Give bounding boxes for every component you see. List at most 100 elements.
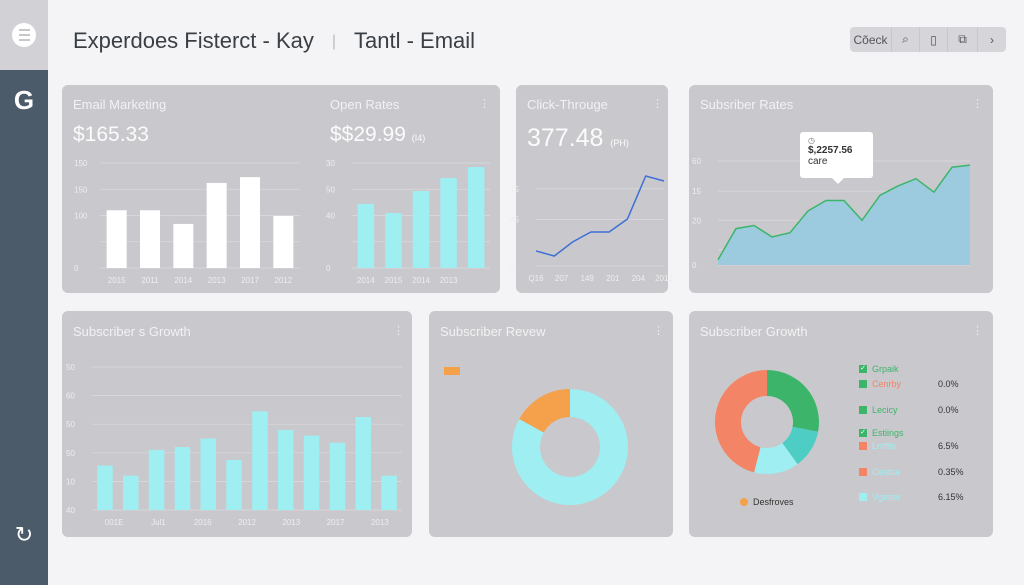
legend-item[interactable]: Lntfits bbox=[859, 441, 896, 451]
y-tick-label: 50 bbox=[66, 449, 75, 458]
bar bbox=[226, 459, 242, 510]
checkbox-icon: ✓ bbox=[859, 429, 867, 437]
bar bbox=[106, 210, 127, 268]
title-left: Experdoes Fisterct - Kay bbox=[73, 28, 314, 53]
x-tick-label: Jul1 bbox=[151, 518, 166, 527]
series-line bbox=[535, 175, 665, 257]
refresh-icon[interactable]: ↻ bbox=[14, 522, 34, 547]
legend-label: Lntfits bbox=[872, 441, 897, 451]
click-title: Click-Througe bbox=[527, 97, 608, 112]
title-right: Tantl - Email bbox=[354, 28, 476, 53]
y-tick-label: 0 bbox=[326, 264, 331, 273]
clipboard-icon[interactable]: ▯ bbox=[920, 27, 948, 52]
legend-label: Cestca bbox=[872, 467, 901, 477]
legend-label: Vgeser bbox=[872, 492, 901, 502]
bar bbox=[355, 417, 371, 510]
y-tick-label: 30 bbox=[326, 159, 335, 168]
x-tick-label: 207 bbox=[555, 274, 569, 283]
menu-icon bbox=[12, 23, 36, 47]
y-tick-label: 0 bbox=[510, 262, 515, 271]
bar bbox=[97, 465, 113, 510]
review-title: Subscriber Revew bbox=[440, 324, 546, 339]
export-icon[interactable]: ⧉ bbox=[948, 27, 978, 52]
donut-slice bbox=[715, 370, 767, 473]
email-title: Email Marketing bbox=[73, 97, 167, 112]
more-icon[interactable]: ⋮ bbox=[972, 98, 983, 110]
legend-percent: 6.15% bbox=[938, 492, 964, 502]
x-tick-label: 2014 bbox=[412, 276, 430, 285]
bar bbox=[278, 429, 294, 510]
growth2-title: Subscriber Growth bbox=[700, 324, 808, 339]
legend-item[interactable]: Lecicy bbox=[859, 405, 898, 415]
legend-item[interactable]: Cenrby bbox=[859, 379, 901, 389]
bar bbox=[385, 213, 402, 268]
toolbar: Cõeck ⌕ ▯ ⧉ › bbox=[850, 27, 1006, 52]
x-tick-label: 149 bbox=[581, 274, 595, 283]
sidebar-menu-button[interactable] bbox=[0, 0, 48, 70]
more-icon[interactable]: ⋮ bbox=[652, 98, 663, 110]
bar bbox=[200, 438, 216, 510]
y-tick-label: 15 bbox=[510, 185, 519, 194]
open-value: $$29.99 (I4) bbox=[330, 123, 426, 146]
bottom-legend: Desfroves bbox=[740, 497, 794, 507]
legend-percent: 0.0% bbox=[938, 379, 959, 389]
y-tick-label: 10 bbox=[66, 477, 75, 486]
x-tick-label: 2014 bbox=[174, 276, 192, 285]
legend-item[interactable]: ✓ Estiings bbox=[859, 428, 904, 438]
more-icon[interactable]: ⋮ bbox=[393, 325, 404, 337]
legend-item[interactable]: ✓ Grpaik bbox=[859, 364, 899, 374]
subgrowth-title: Subscriber s Growth bbox=[73, 324, 191, 339]
bar bbox=[329, 442, 346, 510]
x-tick-label: 2013 bbox=[282, 518, 300, 527]
bar bbox=[467, 167, 485, 268]
tooltip: ◷ $,2257.56 care bbox=[800, 132, 873, 184]
email-value: $165.33 bbox=[73, 123, 149, 146]
x-tick-label: 2013 bbox=[440, 276, 458, 285]
x-tick-label: 001E bbox=[105, 518, 124, 527]
donut-slice bbox=[512, 388, 629, 505]
legend-item[interactable]: Cestca bbox=[859, 467, 900, 477]
sidebar: G ↻ bbox=[0, 0, 48, 585]
y-tick-label: 150 bbox=[74, 159, 88, 168]
bar bbox=[252, 411, 268, 510]
legend-swatch bbox=[859, 406, 867, 414]
y-tick-label: 60 bbox=[66, 392, 75, 401]
bar bbox=[412, 191, 430, 268]
title-divider: | bbox=[331, 33, 337, 51]
legend-label: Lecicy bbox=[872, 405, 898, 415]
more-icon[interactable]: ⋮ bbox=[653, 325, 664, 337]
page-title: Experdoes Fisterct - Kay | Tantl - Email bbox=[73, 28, 475, 54]
legend-item[interactable]: Vgeser bbox=[859, 492, 901, 502]
bar bbox=[273, 216, 294, 268]
x-tick-label: 2017 bbox=[241, 276, 259, 285]
check-button[interactable]: Cõeck bbox=[850, 27, 892, 52]
x-tick-label: 2012 bbox=[274, 276, 292, 285]
x-tick-label: 2012 bbox=[238, 518, 256, 527]
series-line bbox=[717, 164, 971, 261]
more-icon[interactable]: ⋮ bbox=[479, 98, 490, 110]
x-tick-label: 2012 bbox=[655, 274, 673, 283]
legend-swatch bbox=[859, 493, 867, 501]
legend-swatch bbox=[859, 380, 867, 388]
y-tick-label: 50 bbox=[66, 420, 75, 429]
legend-label: Cenrby bbox=[872, 379, 902, 389]
y-tick-label: 40 bbox=[326, 212, 335, 221]
more-icon[interactable]: ⋮ bbox=[972, 325, 983, 337]
logo-icon[interactable]: G bbox=[13, 85, 35, 115]
donut-slice bbox=[754, 443, 798, 474]
chevron-right-icon[interactable]: › bbox=[990, 32, 994, 47]
x-tick-label: 201 bbox=[606, 274, 620, 283]
y-tick-label: 15 bbox=[692, 187, 701, 196]
bar bbox=[381, 475, 397, 510]
checkbox-icon: ✓ bbox=[859, 365, 867, 373]
open-title: Open Rates bbox=[330, 97, 400, 112]
x-tick-label: 2013 bbox=[208, 276, 226, 285]
search-icon[interactable]: ⌕ bbox=[892, 27, 920, 52]
x-tick-label: 2016 bbox=[194, 518, 212, 527]
bar bbox=[148, 449, 165, 510]
donut-slice bbox=[767, 370, 819, 432]
legend-swatch bbox=[859, 442, 867, 450]
x-tick-label: 2015 bbox=[385, 276, 403, 285]
legend-swatch bbox=[444, 367, 460, 375]
x-tick-label: 2015 bbox=[108, 276, 126, 285]
